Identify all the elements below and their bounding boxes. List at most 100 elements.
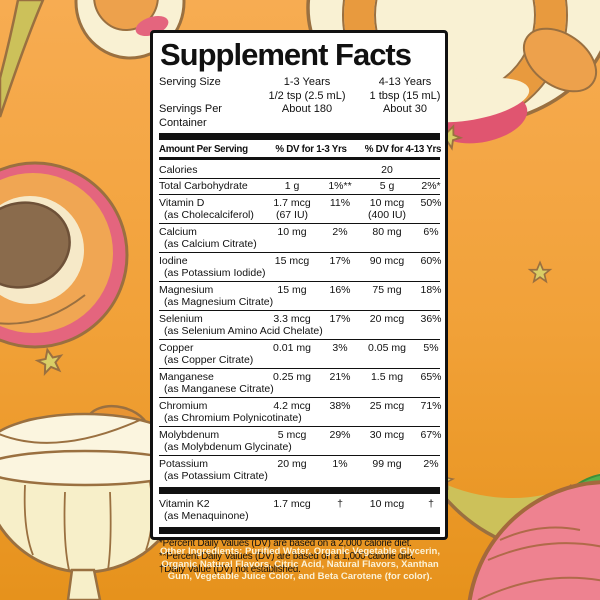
divider-bar bbox=[159, 133, 440, 140]
nutrient-name-cell-sub: (as Chromium Polynicotinate) bbox=[164, 412, 302, 424]
dv-4-13-cell: 50% bbox=[420, 196, 442, 209]
amount-1-3-cell bbox=[263, 164, 321, 177]
dv-1-3-cell: 17% bbox=[329, 254, 351, 267]
nutrient-rows: Calories 20 Total Carbohydrate 1 g 1%** 5 g 2%… bbox=[159, 162, 442, 534]
footnote-1000-cal: **Percent Daily Values (DV) are based on… bbox=[159, 551, 416, 562]
amount-1-3-cell: 15 mcg bbox=[274, 254, 310, 267]
amount-4-13-cell: 90 mcg bbox=[369, 254, 405, 267]
nutrient-name-cell: Total Carbohydrate bbox=[159, 180, 248, 192]
dv-4-13-cell bbox=[415, 164, 447, 177]
dv-4-13-cell: 2% bbox=[423, 457, 439, 470]
dv-4-13-cell: 6% bbox=[423, 225, 439, 238]
table-row: Potassium (as Potassium Citrate) 20 mg 1% 99… bbox=[159, 455, 440, 484]
nutrient-name-cell-sub: (as Selenium Amino Acid Chelate) bbox=[164, 325, 323, 337]
nutrient-name-cell-sub: (as Cholecalciferol) bbox=[164, 209, 254, 221]
dv-4-13-cell: † bbox=[428, 497, 434, 510]
nutrient-name-cell: Manganese (as Manganese Citrate) bbox=[159, 370, 274, 396]
nutrient-name-cell-sub: (as Manganese Citrate) bbox=[164, 383, 274, 395]
nutrient-name-cell-sub: (as Magnesium Citrate) bbox=[164, 296, 274, 308]
amount-4-13-cell: 80 mg bbox=[372, 225, 402, 238]
serving-size-label: Serving Size bbox=[159, 76, 221, 88]
dv-1-3-cell: 17% bbox=[329, 312, 351, 325]
amount-4-13-cell: 25 mcg bbox=[369, 399, 405, 412]
supplement-facts-panel: Supplement Facts Serving Size 1-3 Years … bbox=[150, 30, 448, 575]
amount-4-13-cell: 99 mg bbox=[372, 457, 402, 470]
nutrient-name-cell: Calcium (as Calcium Citrate) bbox=[159, 226, 263, 251]
divider-bar bbox=[159, 527, 440, 534]
footnote-2000-cal: *Percent Daily Values (DV) are based on … bbox=[159, 538, 412, 549]
table-row: Iodine (as Potassium Iodide) 15 mcg 17% 90 m… bbox=[159, 252, 442, 281]
nutrient-name-cell: Molybdenum (as Molybdenum Glycinate) bbox=[159, 428, 292, 454]
amount-4-13-cell: 10 mcg (400 IU) bbox=[359, 197, 415, 222]
dv-1-3-cell: 11% bbox=[329, 196, 351, 209]
table-row: Manganese (as Manganese Citrate) 0.25 mg 21… bbox=[159, 368, 442, 397]
amount-per-serving-header: Amount Per Serving bbox=[159, 144, 248, 155]
dv-4-13-cell: 2%* bbox=[421, 180, 441, 192]
nutrient-name-cell: Selenium (as Selenium Amino Acid Chelate) bbox=[159, 312, 323, 338]
servings-per-container-label: Servings Per Container bbox=[159, 103, 222, 129]
amount-1-3-cell: 4.2 mcg bbox=[273, 399, 311, 412]
table-header-row: Amount Per Serving % DV for 1-3 Yrs % DV… bbox=[159, 142, 442, 156]
dv-1-3-cell: 16% bbox=[329, 283, 351, 296]
nutrient-name-cell: Magnesium (as Magnesium Citrate) bbox=[159, 283, 274, 309]
amount-4-13-cell: 20 mcg bbox=[369, 312, 405, 325]
table-row: Vitamin K2 (as Menaquinone) 1.7 mcg † 10 mcg… bbox=[159, 496, 440, 524]
dv-1-3-cell: 1%** bbox=[328, 180, 352, 192]
panel-title: Supplement Facts bbox=[160, 37, 412, 72]
footnotes: *Percent Daily Values (DV) are based on … bbox=[159, 537, 440, 576]
table-row: Calcium (as Calcium Citrate) 10 mg 2% 80 mg 6… bbox=[159, 223, 440, 252]
age-group-2-header: 4-13 Years bbox=[378, 76, 432, 88]
dv-1-3-cell: 21% bbox=[329, 370, 351, 383]
dv-1-3-header: % DV for 1-3 Yrs bbox=[275, 144, 347, 155]
nutrient-name-cell-sub: (as Calcium Citrate) bbox=[164, 238, 257, 250]
table-row: Copper (as Copper Citrate) 0.01 mg 3% 0.05 m… bbox=[159, 339, 440, 368]
amount-1-3-cell: 3.3 mcg bbox=[273, 312, 311, 325]
servings-count-1-3: About 180 bbox=[281, 103, 333, 115]
age-group-1-header: 1-3 Years bbox=[283, 76, 331, 88]
nutrient-name-cell: Calories bbox=[159, 163, 198, 176]
serving-amount-4-13: 1 tbsp (15 mL) bbox=[369, 89, 441, 102]
table-row: Selenium (as Selenium Amino Acid Chelate)… bbox=[159, 310, 442, 339]
amount-4-13-cell: 10 mcg bbox=[369, 497, 405, 510]
amount-1-3-cell-sub: (67 IU) bbox=[275, 209, 309, 221]
table-row: Vitamin D (as Cholecalciferol) 1.7 mcg (67 … bbox=[159, 194, 442, 223]
amount-1-3-cell: 1.7 mcg (67 IU) bbox=[263, 197, 321, 222]
nutrient-name-cell: Vitamin D (as Cholecalciferol) bbox=[159, 197, 263, 222]
half-peach-left bbox=[0, 161, 129, 349]
amount-4-13-cell: 0.05 mg bbox=[368, 341, 406, 354]
nutrient-name-cell: Potassium (as Potassium Citrate) bbox=[159, 457, 268, 483]
table-row: Molybdenum (as Molybdenum Glycinate) 5 mcg… bbox=[159, 426, 442, 455]
dv-1-3-cell bbox=[321, 164, 359, 177]
amount-4-13-cell-sub: (400 IU) bbox=[368, 209, 406, 221]
amount-1-3-cell: 10 mg bbox=[277, 225, 307, 238]
nutrient-name-cell-sub: (as Menaquinone) bbox=[164, 510, 249, 522]
dv-1-3-cell: 38% bbox=[329, 399, 351, 412]
amount-4-13-cell: 75 mg bbox=[372, 283, 402, 296]
amount-4-13-cell: 5 g bbox=[379, 180, 395, 192]
nutrient-name-cell-sub: (as Potassium Citrate) bbox=[164, 470, 268, 482]
dv-4-13-cell: 71% bbox=[420, 399, 442, 412]
nutrient-name-cell-sub: (as Copper Citrate) bbox=[164, 354, 254, 366]
divider-bar bbox=[159, 157, 440, 160]
other-ingredients-text: Other Ingredients: Purified Water, Organ… bbox=[160, 546, 440, 583]
serving-size-block: Serving Size 1-3 Years 4-13 Years 1/2 ts… bbox=[159, 76, 440, 130]
dv-1-3-cell: 1% bbox=[332, 457, 348, 470]
dv-4-13-cell: 65% bbox=[420, 370, 442, 383]
dv-4-13-cell: 18% bbox=[420, 283, 442, 296]
table-row: Chromium (as Chromium Polynicotinate) 4.2 … bbox=[159, 397, 442, 426]
amount-1-3-cell: 1.7 mcg bbox=[273, 497, 311, 510]
amount-4-13-cell: 1.5 mg bbox=[370, 370, 404, 383]
amount-4-13-cell: 30 mcg bbox=[369, 428, 405, 441]
amount-1-3-cell: 20 mg bbox=[277, 457, 307, 470]
dv-4-13-header: % DV for 4-13 Yrs bbox=[364, 144, 442, 155]
dv-4-13-cell: 36% bbox=[420, 312, 442, 325]
peach-dessert-cup-bottom-left bbox=[0, 404, 189, 600]
nutrient-name-cell-sub: (as Molybdenum Glycinate) bbox=[164, 441, 292, 453]
servings-count-4-13: About 30 bbox=[382, 103, 428, 115]
amount-1-3-cell: 5 mcg bbox=[277, 428, 307, 441]
nutrient-name-cell: Vitamin K2 (as Menaquinone) bbox=[159, 498, 263, 523]
amount-1-3-cell: 0.25 mg bbox=[273, 370, 311, 383]
footnote-dv-not-established: †Daily Value (DV) not established. bbox=[159, 564, 301, 575]
amount-4-13-cell: 20 bbox=[381, 163, 393, 176]
